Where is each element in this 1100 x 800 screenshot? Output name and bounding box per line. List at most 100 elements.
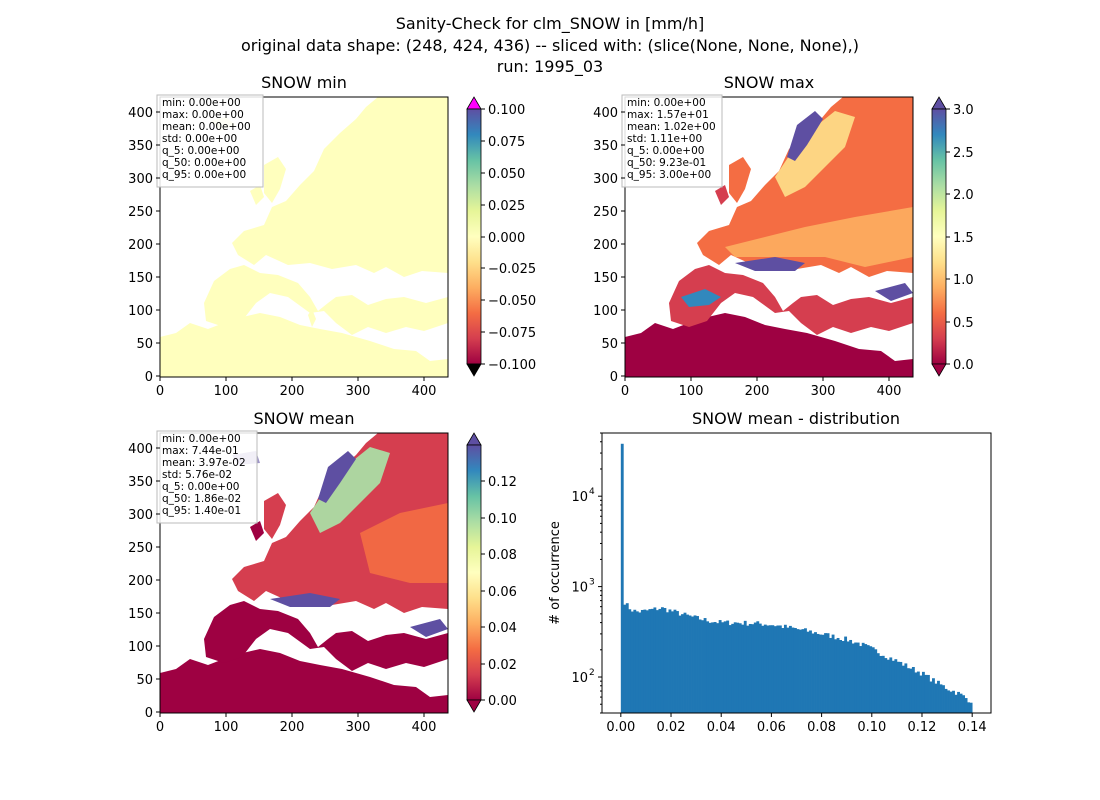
land-north-africa	[625, 313, 913, 377]
histogram-bar	[904, 663, 908, 713]
x-axis: 0 100 200 300 400	[156, 377, 436, 399]
histogram-bar	[648, 609, 652, 713]
figure-title-line-1: Sanity-Check for clm_SNOW in [mm/h]	[396, 14, 704, 34]
histogram-bar	[851, 643, 855, 713]
x-axis: 0.00 0.02 0.04 0.06 0.08 0.10 0.12 0.14	[606, 713, 987, 735]
panel-snow-mean: SNOW mean min: 0.00e+00 max: 7.44e-01	[128, 409, 517, 735]
x-tick-label: 400	[412, 720, 437, 735]
histogram-bar	[821, 634, 825, 713]
histogram-bar	[768, 625, 772, 713]
stat-min: min: 0.00e+00	[162, 433, 241, 445]
land-british-isles	[264, 493, 286, 539]
stat-max: max: 7.44e-01	[162, 445, 239, 457]
colorbar-tick-label: 0.04	[488, 621, 517, 636]
histogram-bar	[733, 622, 737, 713]
colorbar-over-triangle	[466, 432, 482, 446]
histogram-bar	[681, 614, 684, 713]
land-alps	[270, 593, 340, 607]
map-area	[160, 97, 448, 377]
land-north-africa	[160, 313, 448, 377]
land-north-europe	[232, 97, 448, 277]
stat-q50: q_50: 0.00e+00	[162, 157, 246, 169]
histogram-bar	[909, 668, 913, 713]
histogram-bar	[748, 623, 752, 713]
histogram-bar	[645, 610, 649, 713]
x-tick-label: 300	[346, 384, 371, 399]
histogram-bar	[643, 609, 647, 713]
land-caucasus	[410, 619, 448, 637]
y-tick-label: 300	[128, 172, 153, 187]
stat-mean: mean: 0.00e+00	[162, 121, 251, 133]
x-tick-label: 0.04	[707, 720, 736, 735]
land-north-africa	[160, 649, 448, 713]
histogram-bar	[844, 636, 848, 713]
y-tick-label: 250	[593, 205, 618, 220]
histogram-bar	[886, 659, 890, 713]
y-tick-label: 250	[128, 205, 153, 220]
colorbar: 0.12 0.10 0.08 0.06 0.04 0.02 0.00	[466, 432, 517, 713]
histogram-bar	[696, 616, 699, 713]
colorbar-tick-label: 0.000	[488, 231, 525, 246]
x-tick-label: 200	[280, 384, 305, 399]
histogram-bar	[691, 616, 694, 713]
stat-q95: q_95: 3.00e+00	[627, 169, 711, 181]
histogram-bar	[706, 621, 710, 713]
histogram-bar	[814, 632, 817, 713]
histogram-bar	[839, 640, 843, 713]
colorbar-tick-label: −0.050	[488, 294, 536, 309]
x-tick-label: 400	[877, 384, 902, 399]
histogram-bars	[620, 443, 973, 713]
histogram-bar	[623, 604, 627, 713]
stat-q5: q_5: 0.00e+00	[162, 481, 239, 493]
histogram-bar	[949, 691, 953, 713]
histogram-bar	[919, 675, 923, 713]
y-tick-label: 350	[128, 475, 153, 490]
colorbar-tick-label: 0.025	[488, 199, 525, 214]
x-tick-label: 0.12	[908, 720, 937, 735]
stat-mean: mean: 3.97e-02	[162, 457, 246, 469]
x-tick-label: 200	[280, 720, 305, 735]
histogram-bar	[816, 633, 820, 713]
land-ireland	[250, 521, 264, 541]
y-tick-exponent: 3	[589, 578, 595, 588]
histogram-bar	[952, 690, 955, 713]
histogram-bar	[957, 691, 960, 713]
x-axis: 0 100 200 300 400	[156, 713, 437, 735]
x-tick-label: 300	[346, 720, 371, 735]
colorbar-tick-label: 0.10	[488, 512, 517, 527]
x-tick-label: 0.10	[857, 720, 886, 735]
histogram-bar	[726, 620, 730, 713]
histogram-bar	[864, 644, 868, 713]
y-tick-label: 300	[128, 508, 153, 523]
histogram-bar	[826, 633, 830, 713]
histogram-bar	[741, 624, 745, 713]
histogram-bar	[763, 624, 767, 713]
histogram-bar	[786, 627, 790, 713]
y-tick-label: 300	[593, 172, 618, 187]
histogram-bar	[658, 608, 662, 713]
y-tick-label: 200	[128, 238, 153, 253]
stat-q95: q_95: 0.00e+00	[162, 169, 246, 181]
stat-std: std: 5.76e-02	[162, 469, 232, 481]
colorbar-tick-label: 0.5	[953, 316, 974, 331]
histogram-bar	[668, 609, 672, 713]
x-tick-label: 100	[679, 384, 704, 399]
x-tick-label: 0	[156, 720, 164, 735]
x-tick-label: 100	[214, 720, 239, 735]
histogram-bar	[638, 612, 642, 713]
colorbar-tick-label: −0.075	[488, 326, 536, 341]
y-tick-exponent: 4	[589, 487, 595, 497]
x-tick-label: 300	[811, 384, 836, 399]
histogram-bar	[934, 683, 938, 713]
histogram-bar	[799, 629, 802, 713]
y-tick-label: 50	[136, 337, 153, 352]
land-scandinavia-snow	[775, 111, 855, 197]
x-tick-label: 0.08	[807, 720, 836, 735]
histogram-bar	[869, 646, 873, 713]
stat-q50: q_50: 9.23e-01	[627, 157, 706, 169]
histogram-bar	[630, 611, 634, 713]
land-mass	[625, 97, 913, 377]
land-alps	[735, 257, 805, 271]
stat-std: std: 0.00e+00	[162, 133, 237, 145]
histogram-bar	[889, 657, 893, 713]
